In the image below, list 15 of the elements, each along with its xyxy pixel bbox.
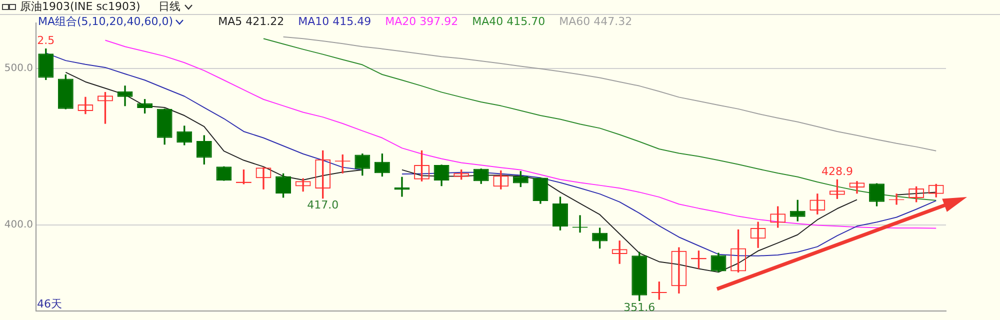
y-tick-label: 500.0 bbox=[4, 62, 33, 74]
text: MA5 421.22 bbox=[218, 15, 284, 28]
y-tick-label: 400.0 bbox=[4, 220, 33, 231]
annotation: 2.5 bbox=[37, 34, 55, 48]
chart-title: 原油1903(INE sc1903) bbox=[20, 0, 140, 14]
annotation: 428.9 bbox=[821, 165, 853, 178]
legend-title: MA组合(5,10,20,40,60,0) bbox=[38, 15, 174, 28]
annotation: 46天 bbox=[37, 297, 62, 310]
text: MA20 397.92 bbox=[385, 15, 458, 28]
text: MA60 447.32 bbox=[559, 15, 632, 28]
annotation: 351.6 bbox=[624, 301, 656, 314]
chart-subtitle: 日线 bbox=[158, 0, 180, 14]
text: MA10 415.49 bbox=[298, 15, 372, 28]
text: MA40 415.70 bbox=[472, 15, 546, 28]
annotation: 417.0 bbox=[307, 198, 339, 212]
